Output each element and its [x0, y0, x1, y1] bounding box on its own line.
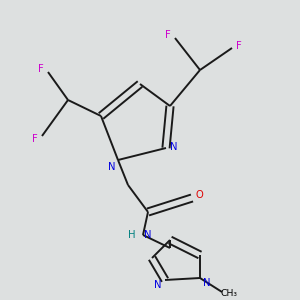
Text: N: N	[144, 230, 151, 240]
Text: F: F	[236, 40, 242, 51]
Text: N: N	[203, 278, 210, 287]
Text: F: F	[38, 64, 44, 74]
Text: CH₃: CH₃	[220, 289, 237, 298]
Text: F: F	[32, 134, 38, 144]
Text: H: H	[128, 230, 135, 240]
Text: N: N	[170, 142, 177, 152]
Text: N: N	[108, 162, 116, 172]
Text: O: O	[195, 190, 203, 200]
Text: N: N	[154, 280, 161, 290]
Text: F: F	[165, 30, 170, 40]
